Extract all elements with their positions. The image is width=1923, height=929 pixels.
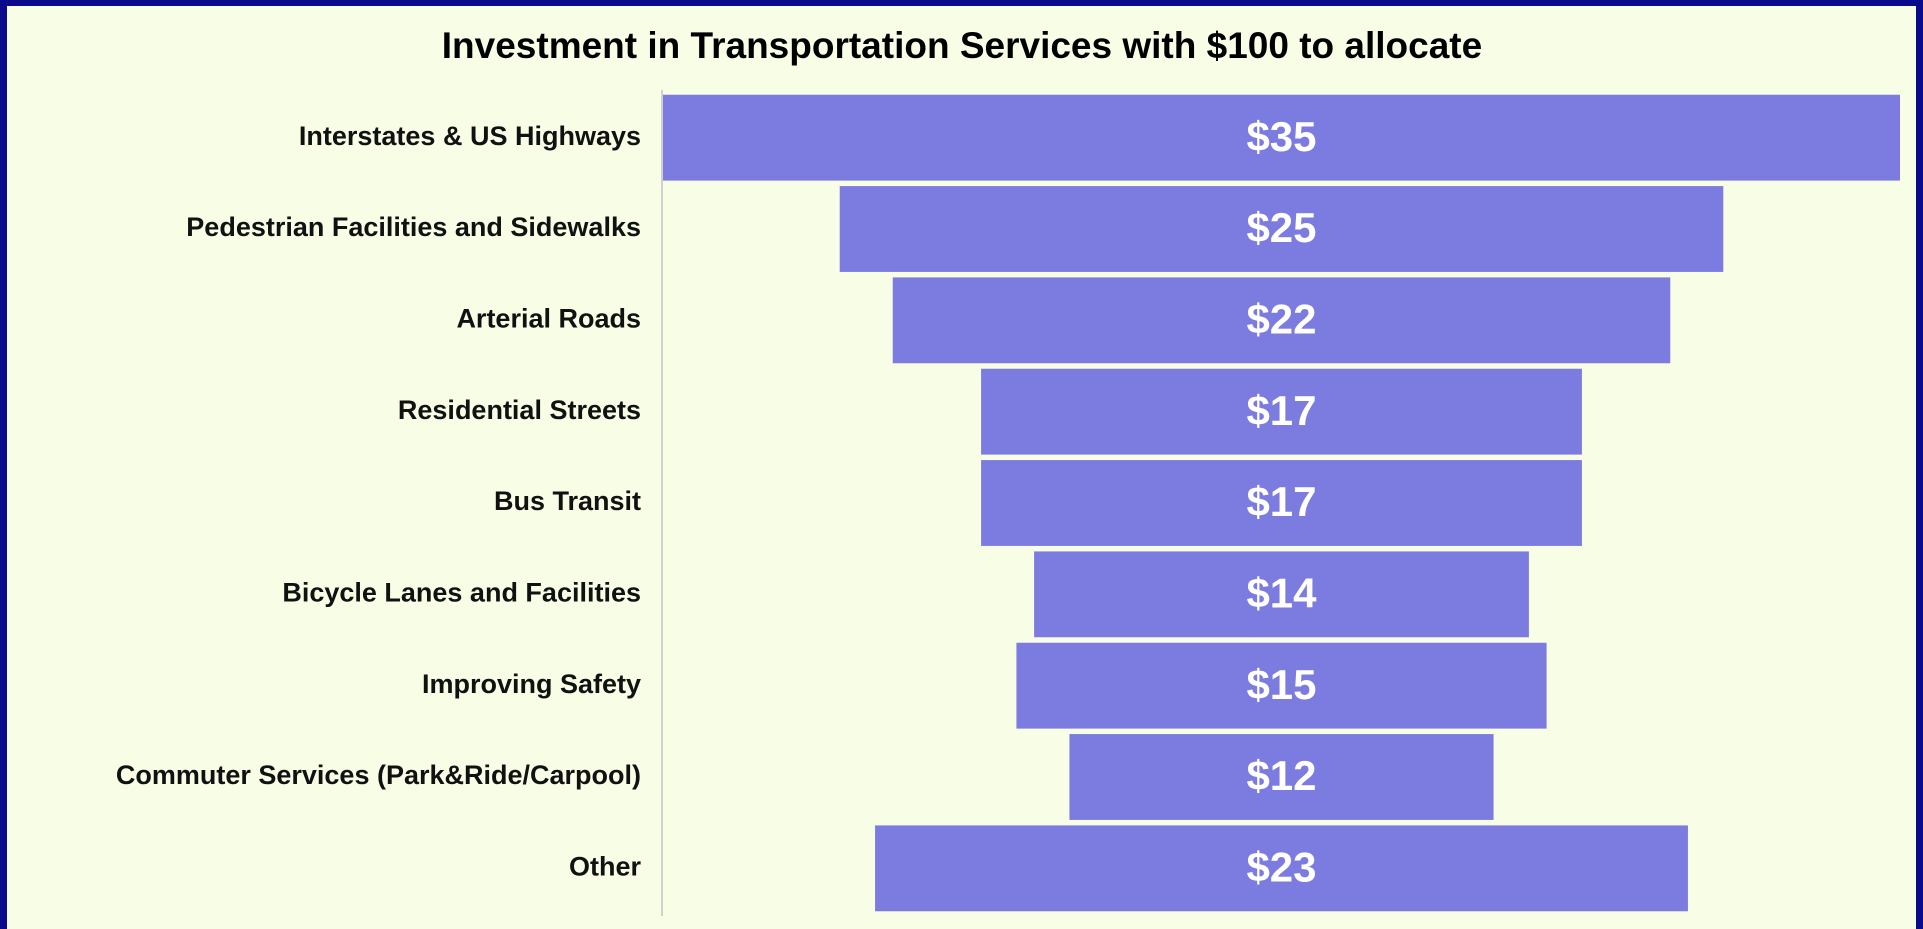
value-label: $17 — [1246, 387, 1316, 434]
bar — [981, 460, 1582, 546]
category-label: Other — [569, 851, 642, 881]
value-label: $14 — [1246, 569, 1317, 616]
category-label: Interstates & US Highways — [299, 121, 641, 151]
value-label: $15 — [1246, 661, 1316, 708]
value-label: $12 — [1246, 752, 1316, 799]
value-label: $35 — [1246, 113, 1316, 160]
value-label: $22 — [1246, 295, 1316, 342]
category-label: Pedestrian Facilities and Sidewalks — [186, 212, 641, 242]
category-label: Arterial Roads — [456, 303, 641, 333]
bar — [981, 368, 1582, 455]
value-label: $25 — [1246, 204, 1316, 251]
category-label: Bus Transit — [494, 486, 641, 516]
bar — [1016, 642, 1547, 729]
value-label: $23 — [1246, 843, 1316, 890]
category-label: Improving Safety — [422, 669, 641, 699]
bar — [892, 277, 1671, 364]
category-label: Commuter Services (Park&Ride/Carpool) — [116, 760, 641, 790]
bar — [1069, 734, 1494, 820]
chart-title: Investment in Transportation Services wi… — [442, 25, 1482, 66]
bar — [1034, 551, 1529, 638]
category-label: Bicycle Lanes and Facilities — [282, 577, 641, 607]
bar — [839, 186, 1724, 272]
value-label: $17 — [1246, 478, 1316, 525]
bar — [875, 825, 1688, 912]
category-label: Residential Streets — [398, 395, 641, 425]
bar — [663, 94, 1900, 181]
